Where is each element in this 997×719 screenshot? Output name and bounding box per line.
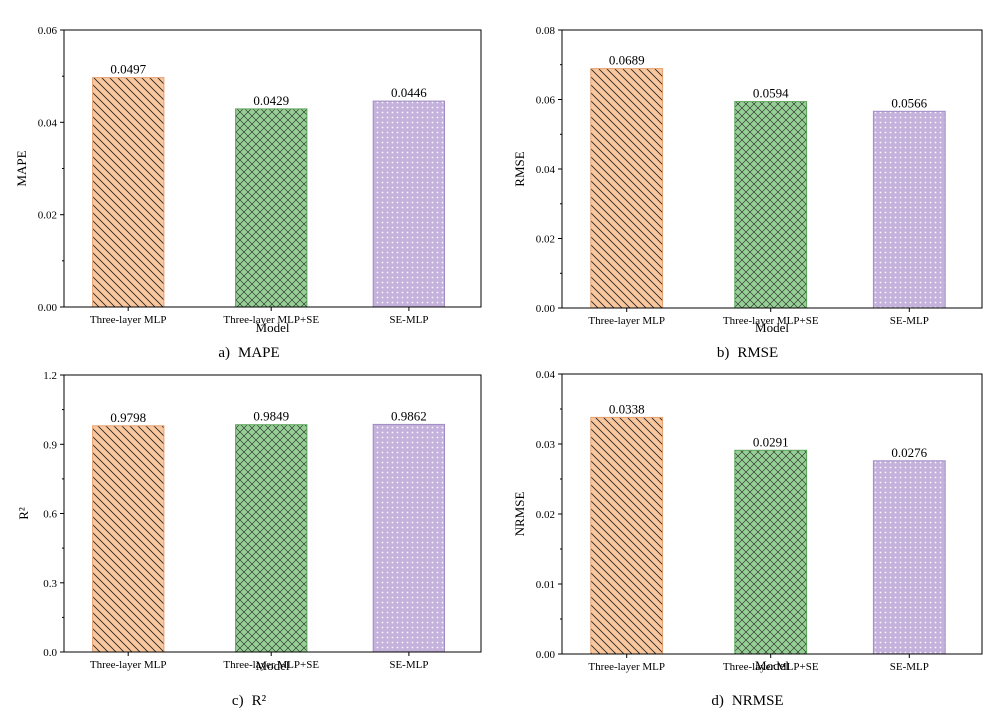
x-tick-label: Three-layer MLP [90,659,167,671]
y-tick-label: 0.04 [536,164,556,176]
bar-3 [872,110,946,309]
y-tick-label: 0.3 [43,578,57,590]
x-tick-label: Three-layer MLP [90,314,167,326]
panel-rmse: 0.0689 Three-layer MLP 0.0594 Three-layer M… [498,0,997,362]
y-tick-label: 0.0 [43,647,57,659]
x-tick-label: SE-MLP [890,661,929,673]
y-tick-label: 0.02 [38,210,57,222]
bar-3 [872,460,946,655]
bar-1 [590,416,664,655]
bar-value-label: 0.0566 [891,95,927,110]
y-tick-label: 0.02 [536,234,555,246]
caption-prefix: a) [218,345,230,361]
bar-3 [372,100,446,308]
y-tick-label: 0.02 [536,509,555,521]
caption-prefix: d) [711,693,724,709]
bar-1 [92,77,165,308]
caption-mape: a) MAPE [0,345,498,362]
bar-value-label: 0.0429 [253,93,289,108]
bar-value-label: 0.0338 [609,401,645,416]
bar-1 [590,68,664,309]
x-tick-label: Three-layer MLP+SE [223,314,319,326]
caption-prefix: c) [231,693,244,709]
y-tick-label: 0.04 [38,117,58,129]
caption-title: MAPE [237,345,280,361]
bar-value-label: 0.0497 [110,62,146,77]
chart-nrmse: 0.0338 Three-layer MLP 0.0291 Three-layer M… [512,369,983,673]
bar-value-label: 0.0276 [891,445,927,460]
caption-rmse: b) RMSE [498,345,997,362]
y-tick-label: 0.06 [38,25,58,37]
y-tick-label: 0.9 [43,439,57,451]
y-tick-label: 0.04 [536,369,556,381]
bar-value-label: 0.9862 [391,408,427,423]
y-tick-label: 0.01 [536,579,555,591]
x-tick-label: Three-layer MLP [588,661,665,673]
y-axis-label: MAPE [14,150,29,186]
bar-value-label: 0.9798 [110,410,146,425]
x-tick-label: SE-MLP [389,314,428,326]
bar-2 [734,101,808,309]
bar-value-label: 0.0446 [391,85,427,100]
y-tick-label: 1.2 [43,370,57,382]
bar-3 [372,423,446,653]
x-axis-label: Model [755,320,789,335]
x-tick-label: Three-layer MLP+SE [223,659,319,671]
bar-value-label: 0.0689 [609,53,645,68]
caption-prefix: b) [716,345,730,361]
y-axis-label: R² [16,507,31,520]
caption-title: R² [251,693,267,709]
x-tick-label: SE-MLP [389,659,428,671]
bar-value-label: 0.0594 [753,86,789,101]
caption-title: RMSE [737,345,779,361]
chart-r2: 0.9798 Three-layer MLP 0.9849 Three-layer M… [16,370,482,673]
bar-2 [235,108,308,308]
caption-title: NRMSE [731,693,784,709]
panel-r2: 0.9798 Three-layer MLP 0.9849 Three-layer M… [0,360,498,719]
caption-r2: c) R² [0,693,498,710]
x-axis-label: Model [256,320,290,335]
y-tick-label: 0.06 [536,95,556,107]
x-tick-label: Three-layer MLP+SE [723,661,819,673]
x-axis-label: Model [755,658,789,673]
x-tick-label: Three-layer MLP+SE [723,315,819,327]
caption-nrmse: d) NRMSE [498,693,997,710]
chart-rmse: 0.0689 Three-layer MLP 0.0594 Three-layer M… [512,25,983,335]
x-tick-label: Three-layer MLP [588,315,665,327]
y-tick-label: 0.08 [536,25,556,37]
panel-nrmse: 0.0338 Three-layer MLP 0.0291 Three-layer M… [498,360,997,719]
panel-mape: 0.0497 Three-layer MLP 0.0429 Three-layer M… [0,0,498,362]
bar-2 [235,424,308,653]
x-tick-label: SE-MLP [890,315,929,327]
y-tick-label: 0.00 [38,302,58,314]
y-axis-label: RMSE [512,151,527,186]
chart-mape: 0.0497 Three-layer MLP 0.0429 Three-layer M… [14,25,482,335]
bar-1 [92,425,165,653]
bar-value-label: 0.9849 [253,409,289,424]
y-tick-label: 0.00 [536,649,556,661]
bar-2 [734,449,808,655]
x-axis-label: Model [256,658,290,673]
y-tick-label: 0.00 [536,303,556,315]
y-tick-label: 0.03 [536,439,556,451]
y-axis-label: NRMSE [512,492,527,537]
y-tick-label: 0.6 [43,509,57,521]
bar-value-label: 0.0291 [753,434,789,449]
